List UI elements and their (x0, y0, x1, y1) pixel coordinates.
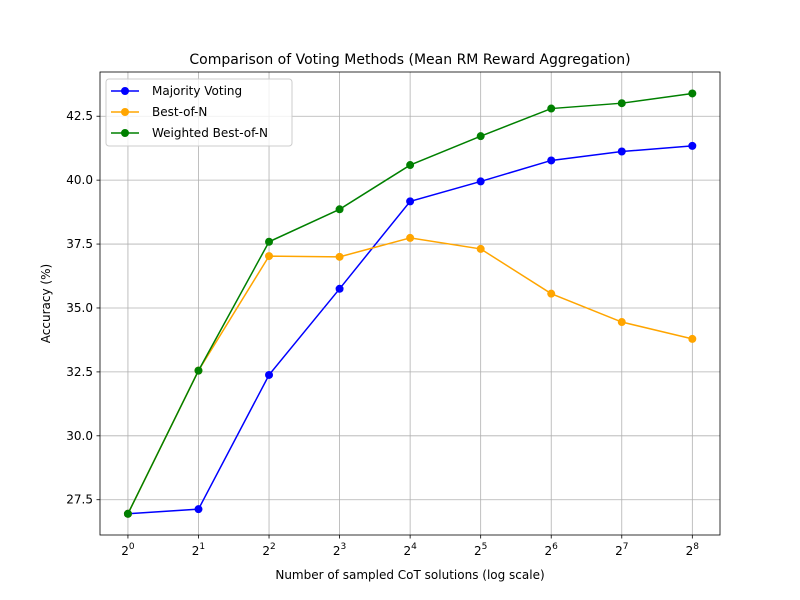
legend-item: Majority Voting (111, 84, 242, 98)
data-point (688, 89, 697, 98)
legend-marker (121, 87, 129, 95)
y-tick-label: 27.5 (66, 493, 93, 507)
data-point (547, 289, 556, 298)
x-axis-label: Number of sampled CoT solutions (log sca… (275, 568, 544, 582)
legend-marker (121, 129, 129, 137)
x-tick-label: 27 (615, 542, 628, 558)
data-point (335, 252, 344, 261)
data-point (476, 177, 485, 186)
data-point (335, 284, 344, 293)
data-point (265, 237, 274, 246)
data-point (406, 161, 415, 170)
legend-label: Weighted Best-of-N (152, 126, 268, 140)
data-point (688, 141, 697, 150)
data-point (688, 334, 697, 343)
data-point (406, 197, 415, 206)
x-tick-label: 22 (262, 542, 275, 558)
x-tick-label: 26 (545, 542, 559, 558)
data-point (617, 318, 626, 327)
legend-box (105, 78, 293, 147)
data-point (406, 233, 415, 242)
chart-title: Comparison of Voting Methods (Mean RM Re… (189, 52, 630, 68)
x-tick-label: 24 (403, 542, 417, 558)
data-point (617, 147, 626, 156)
series-layer (123, 89, 697, 518)
data-point (123, 509, 132, 518)
series-weighted-best-of-n (123, 89, 697, 518)
y-tick-label: 30.0 (66, 429, 93, 443)
data-point (194, 505, 203, 514)
data-point (476, 132, 485, 141)
data-point (265, 370, 274, 379)
y-axis-label: Accuracy (%) (39, 264, 53, 343)
data-point (194, 366, 203, 375)
x-tick-label: 28 (686, 542, 700, 558)
data-point (335, 205, 344, 214)
y-tick-label: 40.0 (66, 173, 93, 187)
y-tick-label: 32.5 (66, 365, 93, 379)
legend-label: Majority Voting (152, 84, 242, 98)
legend-item: Best-of-N (111, 105, 207, 119)
y-tick-label: 35.0 (66, 301, 93, 315)
legend-label: Best-of-N (152, 105, 207, 119)
x-tick-label: 23 (333, 542, 346, 558)
y-tick-label: 37.5 (66, 237, 93, 251)
data-point (265, 252, 274, 261)
x-tick-label: 21 (192, 542, 205, 558)
data-point (617, 99, 626, 108)
data-point (476, 244, 485, 253)
legend-marker (121, 108, 129, 116)
legend-item: Weighted Best-of-N (111, 126, 268, 140)
data-point (547, 156, 556, 165)
y-tick-label: 42.5 (66, 109, 93, 123)
x-tick-label: 20 (121, 542, 135, 558)
x-tick-label: 25 (474, 542, 487, 558)
legend: Majority Voting Best-of-N Weighted Best-of… (105, 78, 293, 147)
series-majority-voting (123, 141, 697, 518)
axis-ticks: 20 21 22 23 24 25 26 27 28 27.5 30.0 32.5 35.0 37.5 40… (66, 109, 699, 558)
data-point (547, 104, 556, 113)
